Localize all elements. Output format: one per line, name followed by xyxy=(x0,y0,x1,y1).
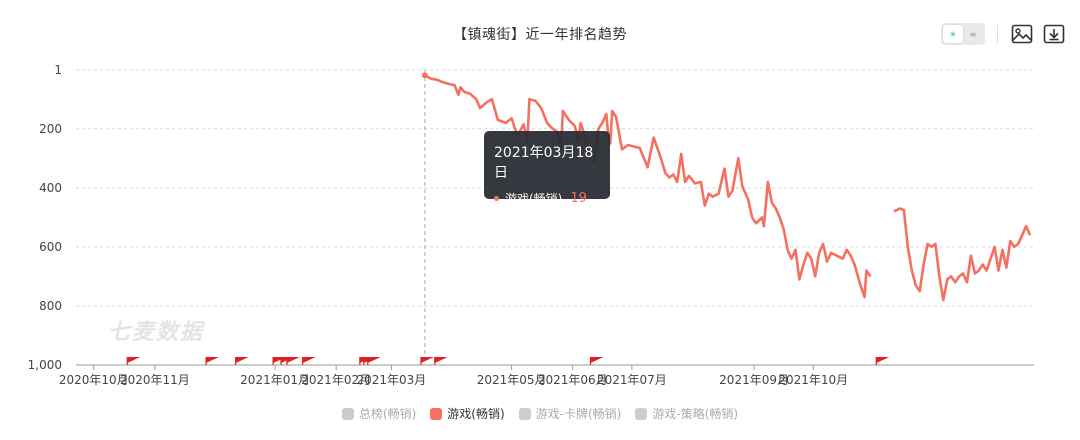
flag-banner xyxy=(127,357,141,363)
legend-swatch xyxy=(635,407,648,420)
flag-banner xyxy=(590,357,604,363)
x-tick-label: 2021年10月 xyxy=(778,373,848,387)
x-tick-label: 2021年01月 xyxy=(240,373,310,387)
series-line xyxy=(893,207,1032,302)
watermark: 七麦数据 xyxy=(108,320,205,345)
tooltip-series-dot xyxy=(494,196,499,201)
y-tick-label: 400 xyxy=(39,181,62,195)
image-icon[interactable] xyxy=(1010,22,1034,46)
legend-swatch xyxy=(518,407,531,420)
flag-banner xyxy=(206,357,220,363)
event-flag xyxy=(286,357,300,365)
flag-banner xyxy=(434,357,448,363)
toolbar-divider xyxy=(997,25,998,43)
tooltip-series-name: 游戏(畅销) xyxy=(505,192,563,206)
x-tick-label: 2021年02月 xyxy=(301,373,371,387)
x-tick-label: 2021年09月 xyxy=(719,373,789,387)
event-flag xyxy=(420,357,434,365)
legend-label: 游戏-卡牌(畅销) xyxy=(535,407,622,421)
grid-lines xyxy=(76,69,1034,307)
flag-banner xyxy=(235,357,249,363)
legend-item-strategy-games[interactable]: 游戏-策略(畅销) xyxy=(635,405,738,422)
event-flag xyxy=(367,357,381,365)
y-tick-label: 1,000 xyxy=(28,358,62,372)
flag-banner xyxy=(367,357,381,363)
legend-item-total[interactable]: 总榜(畅销) xyxy=(341,405,417,422)
flag-banner xyxy=(286,357,300,363)
event-flag xyxy=(589,357,604,365)
legend-swatch xyxy=(430,407,443,420)
tooltip-value: 19 xyxy=(570,191,587,206)
legend-label: 游戏(畅销) xyxy=(447,407,505,421)
legend-item-card-games[interactable]: 游戏-卡牌(畅销) xyxy=(518,405,622,422)
tooltip-date: 2021年03月18日 xyxy=(494,145,594,181)
y-axis-ticks: 1 200 400 600 800 1,000 xyxy=(28,63,62,372)
highlight-point xyxy=(421,72,428,79)
download-icon[interactable] xyxy=(1042,22,1066,46)
legend-item-games[interactable]: 游戏(畅销) xyxy=(430,405,505,422)
legend-swatch xyxy=(341,407,354,420)
tooltip-row: 游戏(畅销) 19 xyxy=(494,190,600,207)
event-flag xyxy=(434,357,448,365)
toggle-knob: ✳ xyxy=(943,25,963,43)
x-tick-label: 2021年05月 xyxy=(477,373,547,387)
chart-toolbar: ✳ ≡ xyxy=(941,22,1066,46)
flag-banner xyxy=(876,357,890,363)
legend-label: 总榜(畅销) xyxy=(358,407,417,421)
flag-banner xyxy=(302,357,316,363)
x-tick-label: 2021年03月 xyxy=(356,373,426,387)
series-lines xyxy=(424,74,1032,302)
y-tick-label: 600 xyxy=(39,240,62,254)
tooltip: 2021年03月18日 游戏(畅销) 19 xyxy=(484,131,610,206)
flag-banner xyxy=(420,357,434,363)
x-tick-label: 2021年07月 xyxy=(597,373,667,387)
event-flags xyxy=(126,357,890,365)
x-tick-label: 2020年10月 xyxy=(59,373,129,387)
chart-title: 【镇魂街】近一年排名趋势 xyxy=(453,27,627,43)
x-tick-label: 2020年11月 xyxy=(120,373,190,387)
y-tick-label: 1 xyxy=(54,63,62,77)
event-flag xyxy=(205,357,220,365)
event-flag xyxy=(302,357,316,365)
event-flag xyxy=(875,357,890,365)
y-tick-label: 200 xyxy=(39,122,62,136)
y-tick-label: 800 xyxy=(39,299,62,313)
view-toggle[interactable]: ✳ ≡ xyxy=(941,23,985,45)
series-line xyxy=(424,74,872,299)
toggle-off-label: ≡ xyxy=(969,29,977,39)
event-flag xyxy=(235,357,249,365)
x-tick-label: 2021年06月 xyxy=(538,373,608,387)
legend-label: 游戏-策略(畅销) xyxy=(652,407,739,421)
legend: 总榜(畅销) 游戏(畅销) 游戏-卡牌(畅销) 游戏-策略(畅销) xyxy=(0,405,1080,422)
event-flag xyxy=(126,357,141,365)
